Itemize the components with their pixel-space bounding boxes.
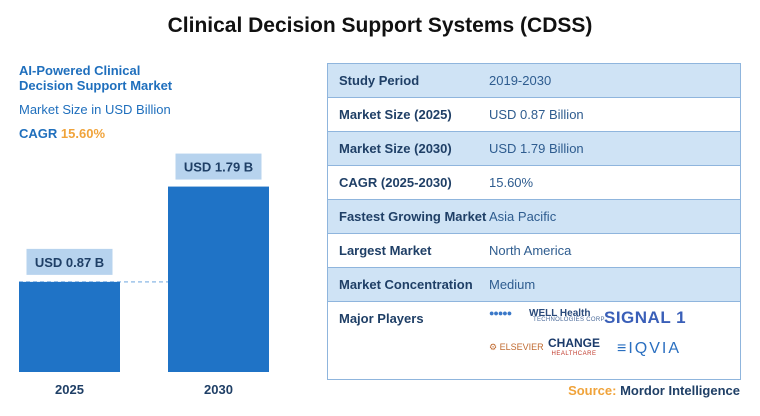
iqvia-lines-icon: ≡ [617,340,629,357]
data-label: USD 1.79 B [184,160,253,175]
row-label: CAGR (2025-2030) [327,165,487,200]
row-value: 2019-2030 [487,63,741,98]
table-row: Market Size (2025) USD 0.87 Billion [327,97,741,132]
table-row: Study Period 2019-2030 [327,63,741,98]
cagr-value: 15.60% [60,126,105,141]
row-value: USD 1.79 Billion [487,131,741,166]
iqvia-logo: ≡IQVIA [617,340,682,357]
signal1-logo: SIGNAL 1 [604,308,687,327]
market-name: AI-Powered Clinical Decision Support Mar… [19,63,173,93]
row-label: Study Period [327,63,487,98]
chart-subtitle-block: AI-Powered Clinical Decision Support Mar… [19,63,279,141]
row-value: 15.60% [487,165,741,200]
row-label: Major Players [327,301,487,380]
row-label: Fastest Growing Market [327,199,487,234]
elsevier-logo: ⚙ ELSEVIER [489,342,544,352]
table-row: CAGR (2025-2030) 15.60% [327,165,741,200]
page-title: Clinical Decision Support Systems (CDSS) [167,14,593,37]
x-tick-label: 2030 [204,382,233,397]
source-prefix: Source: [568,383,617,398]
row-value: USD 0.87 Billion [487,97,741,132]
table-row: Market Size (2030) USD 1.79 Billion [327,131,741,166]
table-row: Market Concentration Medium [327,267,741,302]
data-label-box [26,248,113,275]
data-label-box [175,153,262,180]
x-tick-label: 2025 [55,382,84,397]
source-note: Source: Mordor Intelligence [568,383,740,398]
bar [168,186,269,372]
change-healthcare-logo: CHANGE HEALTHCARE [548,336,601,357]
source-org: Mordor Intelligence [620,383,740,398]
data-label: USD 0.87 B [35,255,104,270]
row-label: Market Size (2025) [327,97,487,132]
bar-chart: USD 0.87 B 2025 USD 1.79 B 2030 [19,153,269,397]
table-row: Largest Market North America [327,233,741,268]
market-info-table: Study Period 2019-2030 Market Size (2025) U… [327,63,741,380]
row-value: Medium [487,267,741,302]
cagr-label: CAGR [19,126,58,141]
row-value: Asia Pacific [487,199,741,234]
player-logos: ●●●●● WELL Health TECHNOLOGIES CORP SIGNAL … [487,301,741,380]
elsevier-tree-icon: ⚙ [489,342,498,352]
row-label: Market Size (2030) [327,131,487,166]
major-players-row: Major Players ●●●●● WELL Health TECHNOLOGIE… [327,301,741,380]
wellhealth-mark-icon: ●●●●● [489,308,512,319]
row-label: Market Concentration [327,267,487,302]
unit-label: Market Size in USD Billion [19,102,171,117]
cagr-line: CAGR 15.60% [19,126,279,141]
row-value: North America [487,233,741,268]
wellhealth-logo: ●●●●● WELL Health TECHNOLOGIES CORP [489,308,605,323]
row-label: Largest Market [327,233,487,268]
table-row: Fastest Growing Market Asia Pacific [327,199,741,234]
bar [19,281,120,372]
